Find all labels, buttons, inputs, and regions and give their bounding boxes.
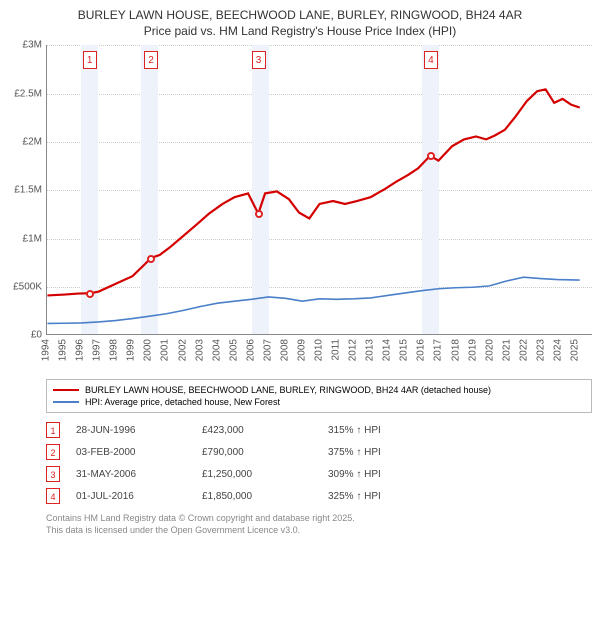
- sale-num: 4: [46, 488, 60, 504]
- sale-row: 2 03-FEB-2000 £790,000 375% ↑ HPI: [46, 441, 592, 463]
- x-tick-label: 2001: [160, 339, 171, 361]
- y-tick-label: £1.5M: [14, 185, 42, 196]
- x-tick-label: 2004: [211, 339, 222, 361]
- sale-hpi: 315% ↑ HPI: [328, 425, 592, 436]
- sale-date: 31-MAY-2006: [76, 469, 186, 480]
- plot-region: 1 2 3 4: [46, 45, 592, 335]
- x-tick-label: 2015: [399, 339, 410, 361]
- x-tick-label: 1999: [126, 339, 137, 361]
- x-tick-label: 2019: [467, 339, 478, 361]
- x-tick-label: 2005: [228, 339, 239, 361]
- x-tick-label: 2020: [484, 339, 495, 361]
- sale-num: 2: [46, 444, 60, 460]
- legend: BURLEY LAWN HOUSE, BEECHWOOD LANE, BURLE…: [46, 379, 592, 413]
- sale-date: 28-JUN-1996: [76, 425, 186, 436]
- sales-table: 1 28-JUN-1996 £423,000 315% ↑ HPI 2 03-FEB-20…: [46, 419, 592, 507]
- sale-num: 1: [46, 422, 60, 438]
- y-tick-label: £2.5M: [14, 88, 42, 99]
- x-tick-label: 1996: [75, 339, 86, 361]
- x-tick-label: 2018: [450, 339, 461, 361]
- title-line-2: Price paid vs. HM Land Registry's House …: [8, 24, 592, 40]
- legend-label: HPI: Average price, detached house, New …: [85, 397, 280, 407]
- sale-price: £1,250,000: [202, 469, 312, 480]
- y-tick-label: £2M: [23, 136, 42, 147]
- chart-title: BURLEY LAWN HOUSE, BEECHWOOD LANE, BURLE…: [8, 8, 592, 39]
- sale-hpi: 325% ↑ HPI: [328, 491, 592, 502]
- sale-marker-box: 2: [144, 51, 158, 69]
- title-line-1: BURLEY LAWN HOUSE, BEECHWOOD LANE, BURLE…: [8, 8, 592, 24]
- x-axis: 1994199519961997199819992000200120022003…: [46, 335, 592, 375]
- x-tick-label: 2011: [331, 339, 342, 361]
- x-tick-label: 2012: [348, 339, 359, 361]
- sale-row: 3 31-MAY-2006 £1,250,000 309% ↑ HPI: [46, 463, 592, 485]
- sale-row: 1 28-JUN-1996 £423,000 315% ↑ HPI: [46, 419, 592, 441]
- y-axis: £0£500K£1M£1.5M£2M£2.5M£3M: [8, 45, 46, 335]
- y-tick-label: £1M: [23, 233, 42, 244]
- sale-marker-dot: [147, 255, 155, 263]
- x-tick-label: 2017: [433, 339, 444, 361]
- legend-row: BURLEY LAWN HOUSE, BEECHWOOD LANE, BURLE…: [53, 384, 585, 396]
- x-tick-label: 2003: [194, 339, 205, 361]
- x-tick-label: 1995: [58, 339, 69, 361]
- sale-marker-box: 3: [252, 51, 266, 69]
- x-tick-label: 2023: [535, 339, 546, 361]
- footer-line-1: Contains HM Land Registry data © Crown c…: [46, 513, 592, 525]
- chart-area: £0£500K£1M£1.5M£2M£2.5M£3M 1234 19941995…: [8, 45, 592, 375]
- line-series-svg: [47, 45, 592, 334]
- legend-label: BURLEY LAWN HOUSE, BEECHWOOD LANE, BURLE…: [85, 385, 491, 395]
- series-hpi: [47, 277, 579, 323]
- sale-price: £423,000: [202, 425, 312, 436]
- legend-swatch: [53, 389, 79, 391]
- sale-row: 4 01-JUL-2016 £1,850,000 325% ↑ HPI: [46, 485, 592, 507]
- x-tick-label: 2025: [569, 339, 580, 361]
- x-tick-label: 1998: [109, 339, 120, 361]
- legend-row: HPI: Average price, detached house, New …: [53, 396, 585, 408]
- sale-num: 3: [46, 466, 60, 482]
- x-tick-label: 2013: [365, 339, 376, 361]
- x-tick-label: 2002: [177, 339, 188, 361]
- x-tick-label: 1997: [92, 339, 103, 361]
- y-tick-label: £500K: [13, 281, 42, 292]
- sale-marker-box: 4: [424, 51, 438, 69]
- footer-line-2: This data is licensed under the Open Gov…: [46, 525, 592, 537]
- x-tick-label: 2016: [416, 339, 427, 361]
- sale-hpi: 375% ↑ HPI: [328, 447, 592, 458]
- sale-hpi: 309% ↑ HPI: [328, 469, 592, 480]
- x-tick-label: 2009: [296, 339, 307, 361]
- legend-swatch: [53, 401, 79, 403]
- sale-marker-dot: [86, 290, 94, 298]
- series-price_paid: [47, 90, 579, 296]
- x-tick-label: 2006: [245, 339, 256, 361]
- x-tick-label: 1994: [41, 339, 52, 361]
- sale-marker-dot: [255, 210, 263, 218]
- x-tick-label: 2000: [143, 339, 154, 361]
- x-tick-label: 2024: [552, 339, 563, 361]
- x-tick-label: 2014: [382, 339, 393, 361]
- sale-price: £1,850,000: [202, 491, 312, 502]
- x-tick-label: 2022: [518, 339, 529, 361]
- x-tick-label: 2021: [501, 339, 512, 361]
- sale-marker-box: 1: [83, 51, 97, 69]
- sale-date: 03-FEB-2000: [76, 447, 186, 458]
- attribution-footer: Contains HM Land Registry data © Crown c…: [46, 513, 592, 536]
- sale-date: 01-JUL-2016: [76, 491, 186, 502]
- x-tick-label: 2010: [314, 339, 325, 361]
- y-tick-label: £3M: [23, 40, 42, 51]
- sale-marker-dot: [427, 152, 435, 160]
- x-tick-label: 2008: [279, 339, 290, 361]
- sale-price: £790,000: [202, 447, 312, 458]
- x-tick-label: 2007: [262, 339, 273, 361]
